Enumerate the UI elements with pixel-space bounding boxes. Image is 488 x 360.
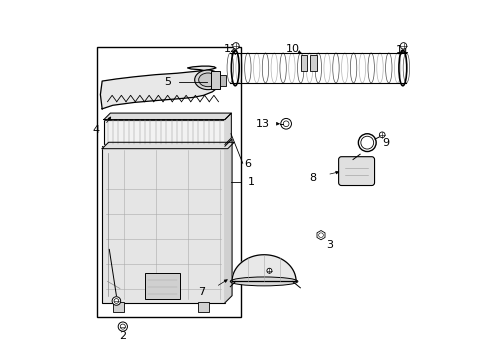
Text: 1: 1 [247,177,255,187]
Text: 4: 4 [92,125,99,135]
FancyBboxPatch shape [338,157,374,185]
Ellipse shape [230,277,297,286]
Text: 3: 3 [325,240,333,250]
Bar [300,55,306,72]
Polygon shape [104,113,231,120]
Text: 7: 7 [198,287,205,297]
Circle shape [400,42,406,49]
Text: 11: 11 [395,45,409,55]
Bar [210,72,219,89]
Circle shape [118,322,127,331]
Ellipse shape [198,73,217,87]
Bar [144,273,180,299]
Text: 5: 5 [164,77,171,87]
Polygon shape [316,230,325,240]
Circle shape [266,268,271,273]
Bar [198,302,208,312]
Text: 12: 12 [224,44,238,54]
Polygon shape [224,139,232,303]
Polygon shape [224,113,231,144]
Circle shape [280,118,291,129]
Bar [102,146,224,303]
Text: 9: 9 [382,138,388,148]
Polygon shape [100,66,219,109]
Circle shape [379,132,384,138]
Bar [219,75,225,86]
Text: 6: 6 [244,159,251,169]
Bar [97,46,241,317]
Bar [113,302,123,312]
Bar [310,55,316,72]
Polygon shape [232,255,296,282]
Text: 13: 13 [255,119,269,129]
Text: 10: 10 [285,44,299,54]
Ellipse shape [194,70,221,90]
Polygon shape [102,142,234,149]
Bar [104,120,224,144]
Text: 8: 8 [309,173,316,183]
Circle shape [112,297,121,305]
Circle shape [232,42,239,49]
Text: 2: 2 [119,331,126,341]
